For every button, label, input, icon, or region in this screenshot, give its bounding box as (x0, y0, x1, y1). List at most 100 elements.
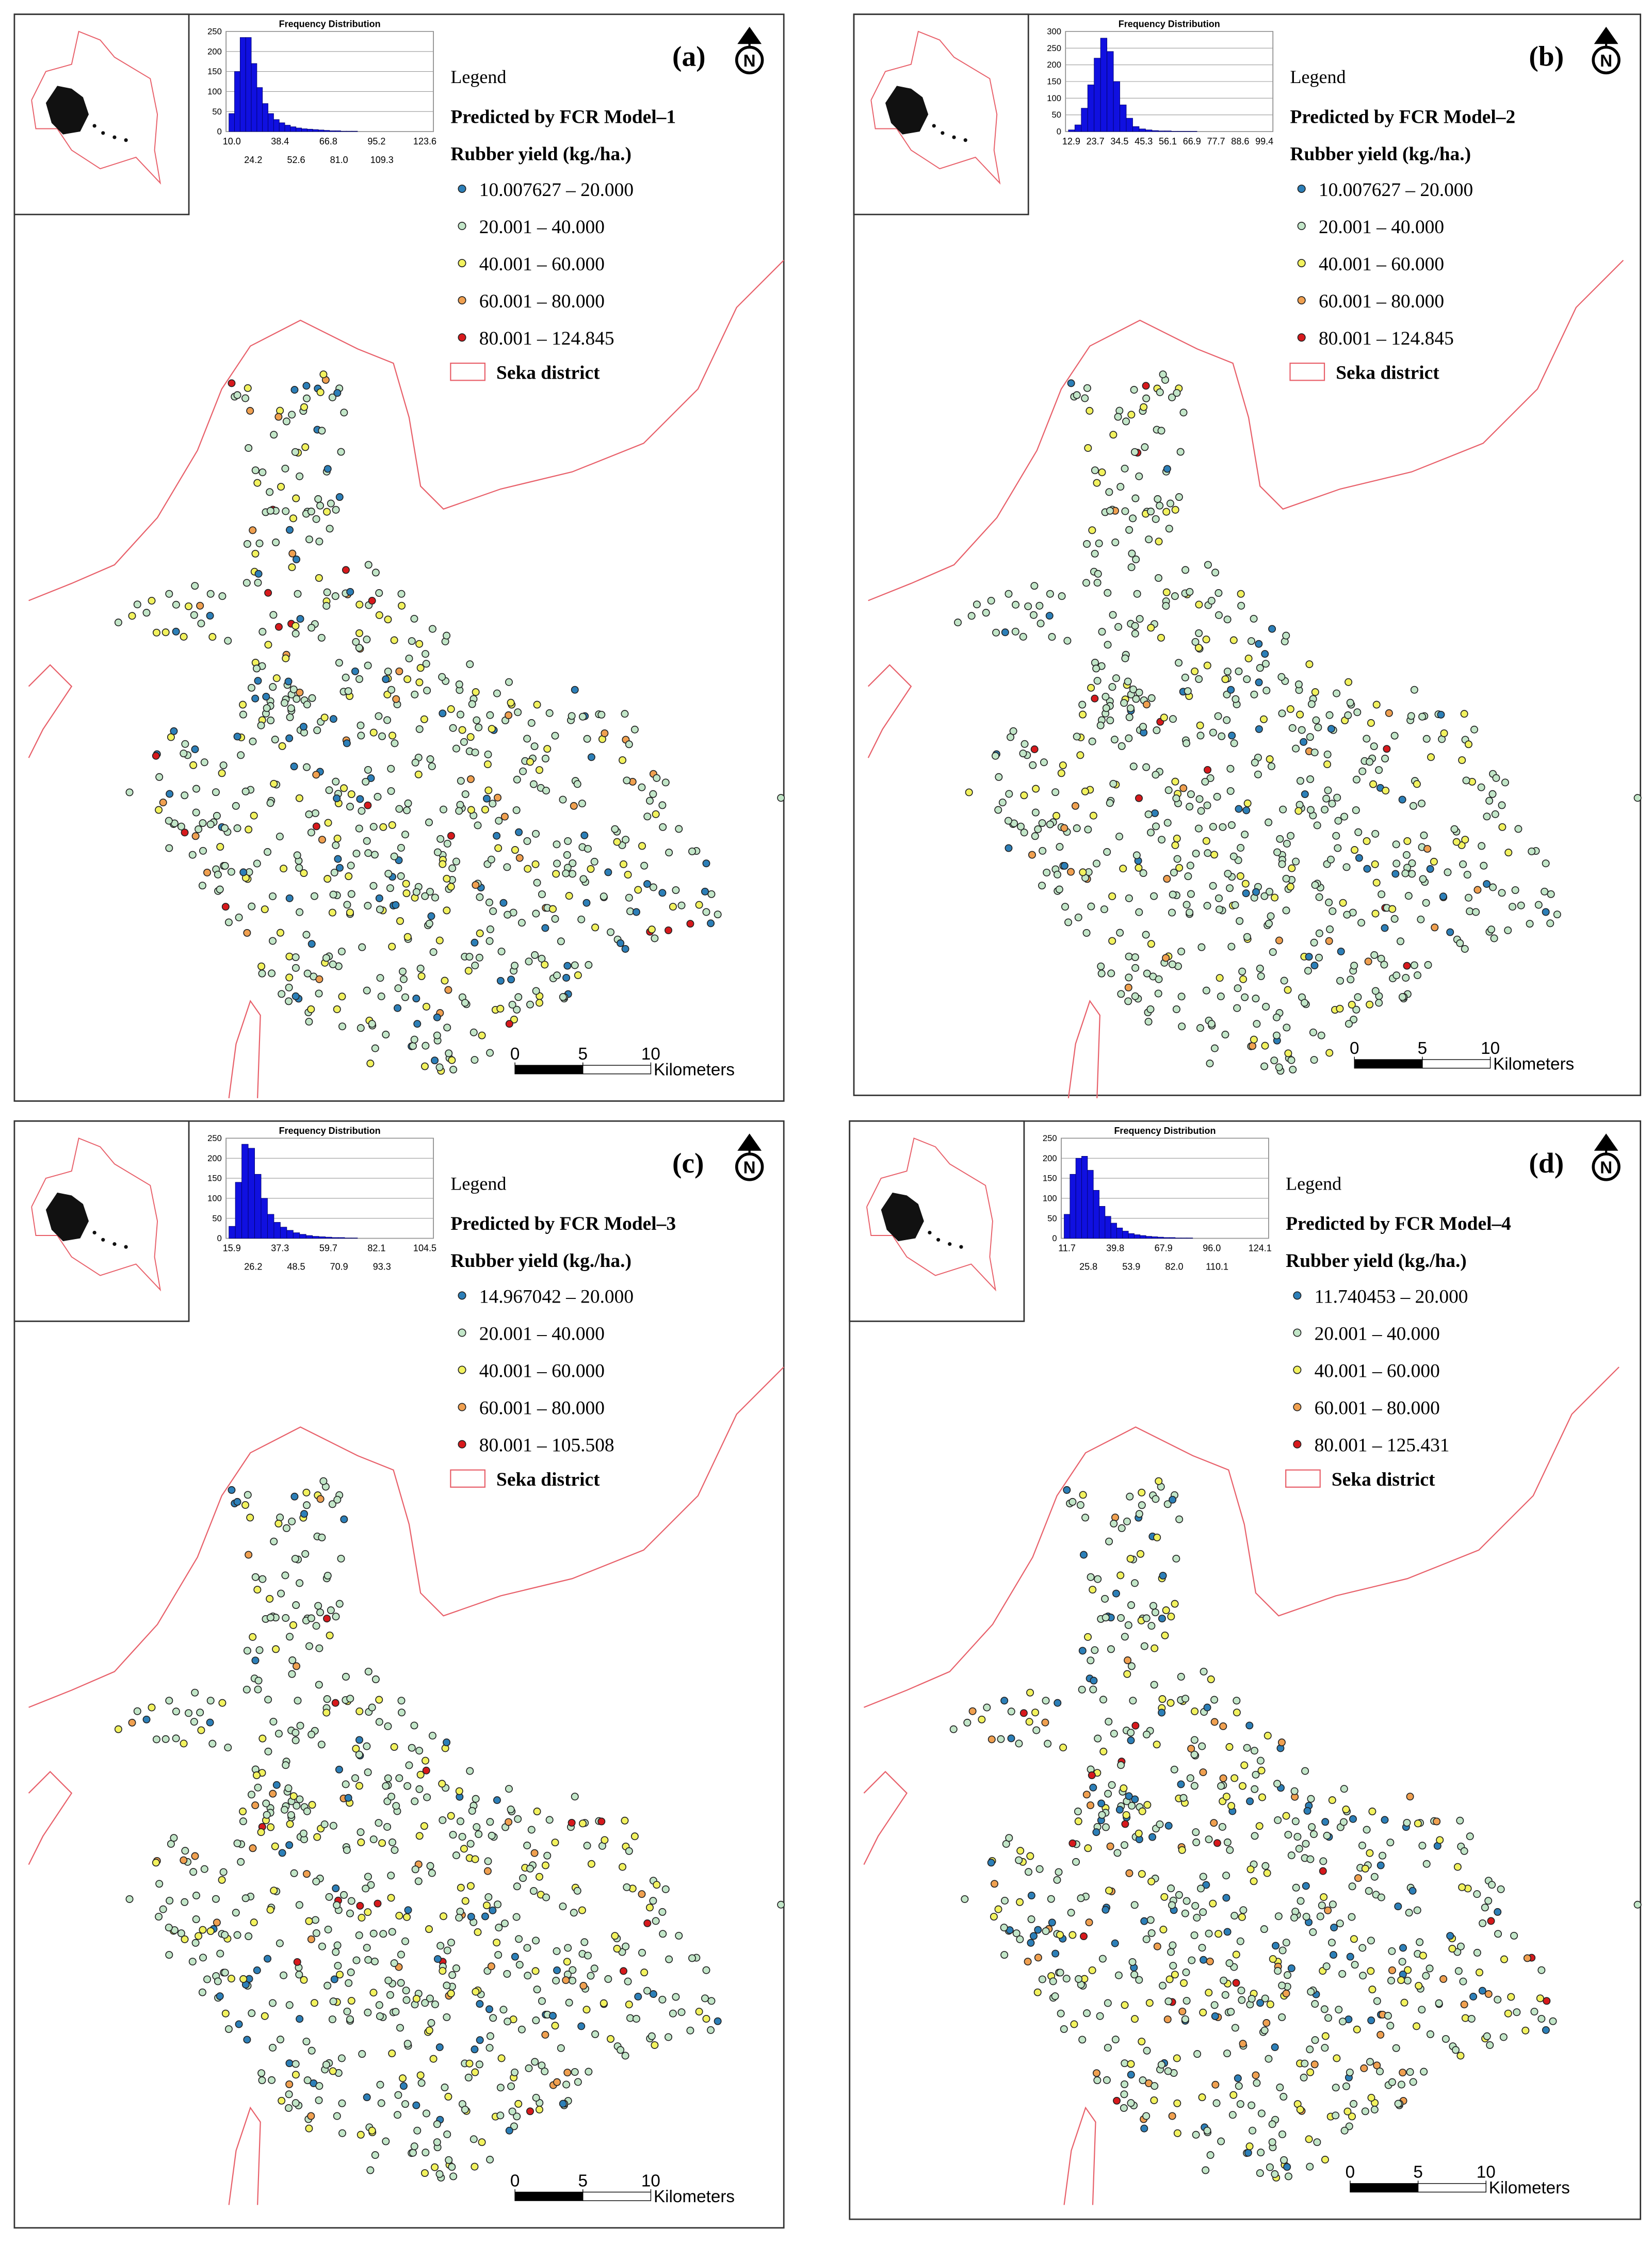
sample-point (1430, 857, 1438, 866)
sample-point (1051, 1949, 1060, 1958)
sample-point (337, 448, 345, 456)
sample-point (1217, 2137, 1225, 2145)
sample-point (411, 1865, 419, 1874)
sample-point (227, 868, 235, 876)
sample-point (422, 650, 430, 658)
sample-point (579, 712, 587, 721)
sample-point (197, 1726, 205, 1734)
sample-point (316, 388, 325, 396)
sample-point (1054, 1699, 1062, 1707)
sample-point (296, 688, 304, 696)
sample-point (1249, 2126, 1257, 2135)
sample-point (334, 855, 342, 863)
sample-point (427, 912, 435, 920)
sample-point (1321, 806, 1329, 814)
sample-point (532, 1937, 540, 1945)
sample-point (191, 832, 200, 840)
sample-point (1019, 632, 1027, 641)
sample-point (1481, 1904, 1489, 1912)
sample-point (192, 808, 200, 817)
sample-point (1375, 999, 1383, 1007)
sample-point (688, 847, 697, 855)
sample-point (243, 1647, 251, 1655)
sample-point (530, 742, 539, 751)
sample-point (318, 427, 326, 435)
sample-point (563, 851, 571, 859)
sample-point (1085, 1918, 1093, 1927)
sample-point (335, 1600, 344, 1608)
sample-point (1500, 1955, 1508, 1963)
sample-point (1446, 928, 1454, 936)
sample-point (1301, 2059, 1309, 2068)
sample-point (541, 1861, 549, 1869)
sample-point (1284, 1049, 1292, 1058)
sample-point (295, 1901, 303, 1909)
sample-point (1257, 972, 1265, 980)
sample-point (125, 788, 134, 796)
sample-point (403, 1913, 411, 1921)
sample-point (538, 954, 546, 963)
sample-point (1260, 715, 1268, 723)
sample-point (1231, 901, 1239, 909)
sample-point (390, 1743, 398, 1751)
sample-point (658, 1995, 667, 2004)
sample-point (1087, 902, 1095, 910)
sample-point (423, 2109, 430, 2118)
sample-point (317, 1740, 326, 1749)
histogram-bar (256, 87, 263, 132)
sample-point (1277, 1738, 1286, 1747)
inset-frame (853, 13, 1029, 216)
sample-point (467, 1913, 475, 1921)
sample-point (1456, 939, 1464, 947)
sample-point (1324, 2014, 1333, 2022)
sample-point (295, 1971, 303, 1979)
sample-point (1156, 388, 1164, 396)
sample-point (1172, 794, 1180, 803)
sample-point (563, 1958, 571, 1966)
histogram-x-tick-label: 11.7 (1058, 1243, 1076, 1253)
sample-point (1424, 961, 1432, 969)
sample-point (551, 2022, 559, 2030)
sample-point (1408, 870, 1416, 878)
sample-point (258, 2076, 266, 2085)
sample-point (495, 817, 503, 825)
sample-point (1227, 942, 1236, 951)
sample-point (448, 1971, 457, 1979)
sample-point (363, 636, 371, 644)
district-boundary (28, 1770, 73, 1865)
sample-point (1092, 2069, 1100, 2077)
histogram-x-tick-label: 88.6 (1231, 136, 1249, 147)
sample-point (569, 1966, 577, 1974)
sample-point (343, 1846, 351, 1854)
sample-point (1278, 860, 1286, 868)
sample-point (1178, 1022, 1186, 1031)
sample-point (1131, 1795, 1139, 1803)
sample-point (395, 805, 403, 813)
histogram-bar (1164, 131, 1172, 132)
sample-point (1348, 1001, 1356, 1009)
sample-point (513, 1005, 521, 1014)
sample-point (363, 837, 371, 845)
sample-point (1487, 1917, 1495, 1925)
sample-point (1227, 686, 1235, 694)
sample-point (452, 1964, 460, 1973)
sample-point (1120, 2104, 1128, 2112)
sample-point (1361, 1864, 1369, 1873)
sample-point (1418, 2006, 1426, 2014)
sample-point (274, 1520, 283, 1528)
inset-island (101, 131, 105, 135)
sample-point (585, 2068, 593, 2076)
sample-point (410, 1721, 418, 1730)
sample-point (632, 908, 640, 916)
sample-point (1211, 568, 1220, 577)
sample-point (513, 2112, 521, 2121)
sample-point (1431, 923, 1439, 932)
histogram-y-tick-label: 50 (1051, 110, 1061, 120)
sample-point (1305, 660, 1314, 669)
sample-point (401, 831, 409, 839)
sample-point (305, 1642, 313, 1650)
sample-point (1127, 1601, 1136, 1609)
sample-point (1178, 1846, 1186, 1854)
sample-point (1238, 1913, 1246, 1921)
sample-point (324, 819, 332, 827)
